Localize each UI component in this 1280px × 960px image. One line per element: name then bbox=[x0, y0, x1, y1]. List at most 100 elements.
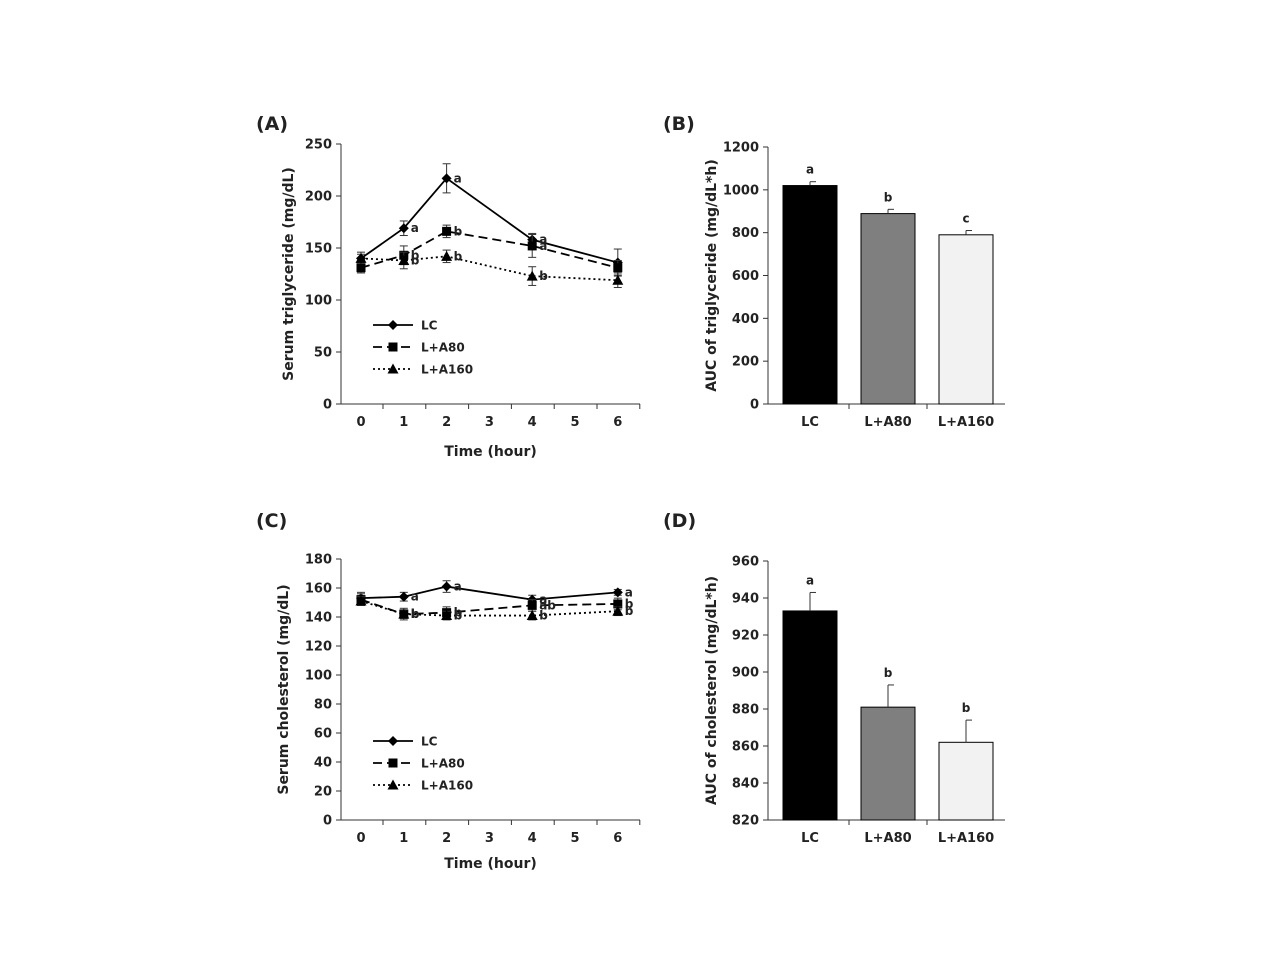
y-tick-label: 20 bbox=[314, 785, 332, 800]
data-point-marker bbox=[356, 263, 366, 273]
data-point-marker bbox=[613, 263, 623, 273]
data-point-marker bbox=[527, 241, 537, 251]
y-tick-label: 120 bbox=[305, 640, 332, 655]
x-tick-label: 0 bbox=[356, 415, 365, 430]
data-point-marker bbox=[612, 274, 624, 285]
bar bbox=[860, 706, 916, 821]
data-point-marker bbox=[442, 226, 452, 236]
series-line-0 bbox=[360, 177, 619, 264]
significance-label: b bbox=[884, 666, 893, 680]
y-tick-label: 1200 bbox=[723, 141, 759, 156]
x-tick-label: 6 bbox=[613, 831, 622, 846]
x-category-label: L+A160 bbox=[938, 415, 994, 430]
x-tick-label: 3 bbox=[485, 415, 494, 430]
x-tick-label: 5 bbox=[570, 831, 579, 846]
panel-label: (D) bbox=[663, 510, 696, 532]
y-tick-label: 0 bbox=[750, 398, 759, 413]
data-point-marker bbox=[441, 610, 453, 621]
significance-label: b bbox=[625, 604, 634, 618]
y-tick-label: 100 bbox=[305, 294, 332, 309]
legend-label: L+A160 bbox=[421, 363, 473, 377]
significance-label: a bbox=[454, 580, 462, 594]
data-point-marker bbox=[441, 173, 452, 184]
legend-label: LC bbox=[421, 319, 438, 333]
x-axis-title: Time (hour) bbox=[444, 856, 537, 872]
significance-label: a bbox=[454, 171, 462, 185]
significance-label: b bbox=[454, 249, 463, 263]
x-tick-label: 6 bbox=[613, 415, 622, 430]
x-category-label: L+A80 bbox=[864, 831, 911, 846]
significance-label: b bbox=[411, 248, 420, 262]
y-tick-label: 250 bbox=[305, 138, 332, 153]
y-tick-label: 180 bbox=[305, 553, 332, 568]
bar bbox=[782, 185, 838, 405]
y-tick-label: 60 bbox=[314, 727, 332, 742]
significance-label: a bbox=[539, 239, 547, 253]
x-category-label: L+A160 bbox=[938, 831, 994, 846]
significance-label: a bbox=[411, 590, 419, 604]
legend-label: LC bbox=[421, 735, 438, 749]
data-point-marker bbox=[398, 591, 409, 602]
y-axis-title: AUC of cholesterol (mg/dL*h) bbox=[704, 576, 720, 805]
data-point-marker bbox=[441, 250, 453, 261]
data-point-marker bbox=[613, 599, 623, 609]
legend-marker bbox=[388, 320, 398, 330]
significance-label: b bbox=[454, 606, 463, 620]
significance-label: b bbox=[539, 269, 548, 283]
y-tick-label: 820 bbox=[732, 814, 759, 829]
x-category-label: LC bbox=[801, 831, 819, 846]
x-tick-label: 1 bbox=[399, 415, 408, 430]
y-tick-label: 150 bbox=[305, 242, 332, 257]
y-tick-label: 600 bbox=[732, 269, 759, 284]
x-tick-label: 4 bbox=[528, 831, 537, 846]
significance-label: c bbox=[962, 212, 969, 226]
significance-label: a bbox=[806, 163, 814, 177]
series-line-0 bbox=[360, 585, 618, 601]
panel-d-cholesterol-auc: (D) 820 840 860 880 900 920 940 960 AUC of choles… bbox=[663, 510, 1005, 846]
legend-marker bbox=[388, 736, 398, 746]
series-line-1 bbox=[360, 230, 619, 269]
x-tick-label: 4 bbox=[528, 415, 537, 430]
x-tick-label: 3 bbox=[485, 831, 494, 846]
y-tick-label: 800 bbox=[732, 226, 759, 241]
y-tick-label: 200 bbox=[732, 355, 759, 370]
y-tick-label: 200 bbox=[305, 190, 332, 205]
x-tick-label: 5 bbox=[570, 415, 579, 430]
significance-label: a bbox=[411, 221, 419, 235]
data-point-marker bbox=[398, 254, 410, 265]
data-point-marker bbox=[612, 587, 623, 598]
significance-label: b bbox=[962, 701, 971, 715]
y-tick-label: 0 bbox=[323, 814, 332, 829]
y-tick-label: 1000 bbox=[723, 183, 759, 198]
data-point-marker bbox=[355, 252, 367, 263]
series-line-2 bbox=[360, 600, 618, 617]
y-axis-title: Serum cholesterol (mg/dL) bbox=[276, 584, 292, 794]
x-tick-label: 1 bbox=[399, 831, 408, 846]
y-tick-label: 860 bbox=[732, 740, 759, 755]
significance-label: a bbox=[625, 585, 633, 599]
legend-marker bbox=[387, 363, 399, 374]
significance-label: b bbox=[539, 609, 548, 623]
x-category-label: L+A80 bbox=[864, 415, 911, 430]
significance-label: a bbox=[539, 593, 547, 607]
y-tick-label: 0 bbox=[323, 398, 332, 413]
y-tick-label: 940 bbox=[732, 592, 759, 607]
y-tick-label: 80 bbox=[314, 698, 332, 713]
bar bbox=[860, 213, 916, 405]
y-tick-label: 160 bbox=[305, 582, 332, 597]
x-axis-title: Time (hour) bbox=[444, 444, 537, 460]
significance-label: b bbox=[411, 253, 420, 267]
x-tick-label: 2 bbox=[442, 831, 451, 846]
significance-label: b bbox=[884, 190, 893, 204]
significance-label: b bbox=[625, 597, 634, 611]
significance-label: b bbox=[454, 224, 463, 238]
y-axis-title: AUC of triglyceride (mg/dL*h) bbox=[704, 159, 720, 391]
data-point-marker bbox=[527, 600, 537, 610]
data-point-marker bbox=[398, 608, 410, 619]
y-tick-label: 40 bbox=[314, 756, 332, 771]
x-tick-label: 2 bbox=[442, 415, 451, 430]
x-tick-label: 0 bbox=[356, 831, 365, 846]
y-tick-label: 100 bbox=[305, 669, 332, 684]
